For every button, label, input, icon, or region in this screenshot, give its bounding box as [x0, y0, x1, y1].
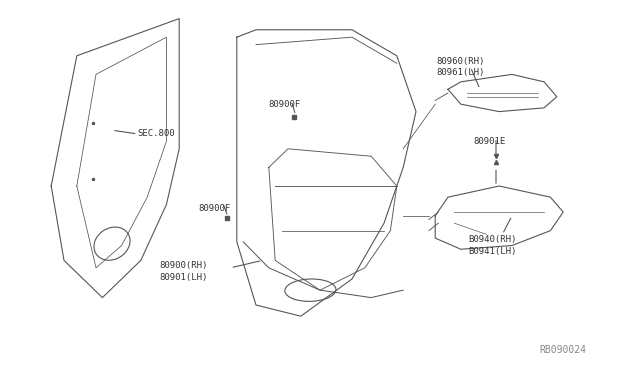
Text: SEC.800: SEC.800	[138, 129, 175, 138]
Text: 80900F: 80900F	[269, 100, 301, 109]
Text: 80901E: 80901E	[474, 137, 506, 146]
Text: 80900F: 80900F	[198, 204, 230, 213]
Text: RB090024: RB090024	[540, 345, 587, 355]
Text: 80900(RH)
80901(LH): 80900(RH) 80901(LH)	[159, 261, 208, 282]
Text: 80960(RH)
80961(LH): 80960(RH) 80961(LH)	[436, 57, 485, 77]
Text: B0940(RH)
B0941(LH): B0940(RH) B0941(LH)	[468, 235, 517, 256]
